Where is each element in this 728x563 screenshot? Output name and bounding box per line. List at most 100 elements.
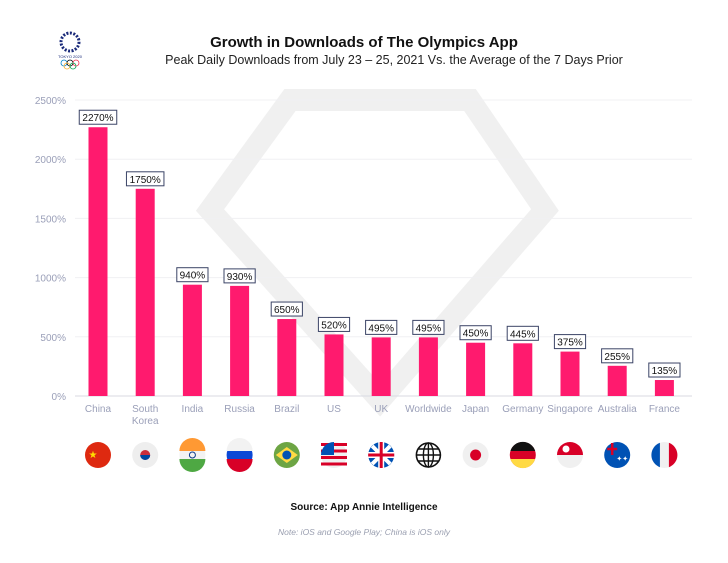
bar-us — [324, 334, 344, 396]
bar-japan — [466, 342, 486, 396]
x-tick-label: Russia — [224, 404, 255, 415]
data-label: 255% — [604, 352, 630, 363]
white — [226, 438, 253, 451]
uk-flag-icon — [368, 442, 395, 468]
red — [226, 459, 253, 472]
bar-australia — [607, 365, 627, 396]
x-tick-label: Japan — [462, 404, 489, 415]
globe-icon — [415, 442, 442, 468]
bar-russia — [230, 285, 250, 396]
x-tick-label: Singapore — [547, 404, 593, 415]
x-tick-label: UK — [374, 404, 388, 415]
flag-bg — [85, 442, 111, 468]
india-flag-icon — [179, 438, 206, 472]
star: ★ — [89, 450, 98, 461]
data-label-box — [125, 171, 165, 187]
singapore-flag-icon — [557, 442, 583, 468]
globe — [282, 450, 292, 460]
y-tick-label: 0% — [52, 392, 67, 403]
china-flag-icon: ★ — [85, 442, 111, 468]
data-label-box — [506, 325, 539, 341]
data-label-box — [176, 267, 209, 283]
olympics-logo: TOKYO 2020 — [58, 31, 83, 70]
red — [557, 442, 583, 455]
x-tick-label: South — [132, 404, 158, 415]
svg-text:TOKYO 2020: TOKYO 2020 — [58, 54, 83, 59]
brazil-flag-icon — [273, 442, 300, 468]
japan-flag-icon — [462, 442, 489, 468]
data-label: 2270% — [82, 113, 113, 124]
x-tick-label: France — [649, 404, 681, 415]
data-label-box — [553, 334, 587, 350]
us-flag-icon — [321, 442, 347, 468]
x-tick-label: Korea — [132, 416, 159, 427]
bar-india — [182, 284, 202, 396]
russia-flag-icon — [226, 438, 253, 472]
green — [179, 459, 206, 472]
france-flag-icon — [651, 442, 678, 468]
data-label-box — [78, 109, 118, 125]
data-label: 495% — [368, 323, 394, 334]
data-label: 375% — [557, 338, 583, 349]
saffron — [179, 438, 206, 451]
source-text: Source: App Annie Intelligence — [290, 502, 438, 513]
data-label-box — [270, 301, 303, 317]
stars: ✦✦ — [616, 455, 628, 463]
red — [668, 442, 678, 468]
chakra — [188, 451, 196, 459]
union — [607, 443, 618, 455]
data-label-box — [317, 316, 351, 332]
chart-subtitle: Peak Daily Downloads from July 23 – 25, … — [165, 53, 623, 67]
x-tick-label: India — [182, 404, 204, 415]
blue — [651, 442, 660, 468]
y-tick-label: 2500% — [35, 96, 66, 107]
moon — [562, 445, 570, 453]
data-label: 930% — [227, 272, 253, 283]
data-label-box — [412, 319, 445, 335]
data-label-box — [601, 348, 634, 364]
stripe — [321, 462, 347, 466]
bar-chart: 0% 500% 1000% 1500% 2000% 2500% 2270% 1750% 940%… — [35, 89, 692, 472]
gold — [510, 459, 536, 469]
x-tick-label: Germany — [502, 404, 543, 415]
data-label: 940% — [180, 271, 206, 282]
data-label-box — [648, 362, 681, 378]
bar-france — [654, 380, 674, 396]
bar-worldwide — [418, 337, 438, 396]
x-tick-label: Worldwide — [405, 404, 452, 415]
y-tick-label: 2000% — [35, 155, 66, 166]
sun — [470, 449, 482, 461]
stripe — [321, 456, 347, 459]
taeguk-blue — [140, 455, 151, 460]
data-label: 495% — [416, 323, 442, 334]
note-text: Note: iOS and Google Play; China is iOS … — [278, 527, 450, 537]
x-tick-label: Brazil — [274, 404, 299, 415]
lines — [416, 443, 441, 467]
flag-bg — [604, 442, 631, 468]
bar-south-korea — [135, 188, 155, 396]
x-tick-label: Australia — [598, 404, 637, 415]
cross-red — [368, 442, 395, 468]
x-tick-label: China — [85, 404, 112, 415]
canton — [321, 442, 334, 455]
y-tick-label: 1500% — [35, 214, 66, 225]
data-label: 445% — [510, 329, 536, 340]
data-label-box — [365, 319, 398, 335]
y-tick-label: 1000% — [35, 274, 66, 285]
data-label: 650% — [274, 305, 300, 316]
bar-germany — [513, 343, 533, 396]
data-label: 520% — [321, 320, 347, 331]
chart-title: Growth in Downloads of The Olympics App — [210, 34, 518, 51]
bar-uk — [371, 337, 391, 396]
south-korea-flag-icon — [132, 442, 159, 468]
black — [510, 441, 536, 451]
data-label-box — [223, 268, 256, 284]
bar-singapore — [560, 351, 580, 396]
data-label: 135% — [652, 366, 678, 377]
data-label-box — [459, 325, 492, 341]
australia-flag-icon: ✦✦ — [604, 442, 631, 468]
x-tick-label: US — [327, 404, 341, 415]
data-label: 450% — [463, 329, 489, 340]
y-tick-label: 500% — [40, 333, 66, 344]
